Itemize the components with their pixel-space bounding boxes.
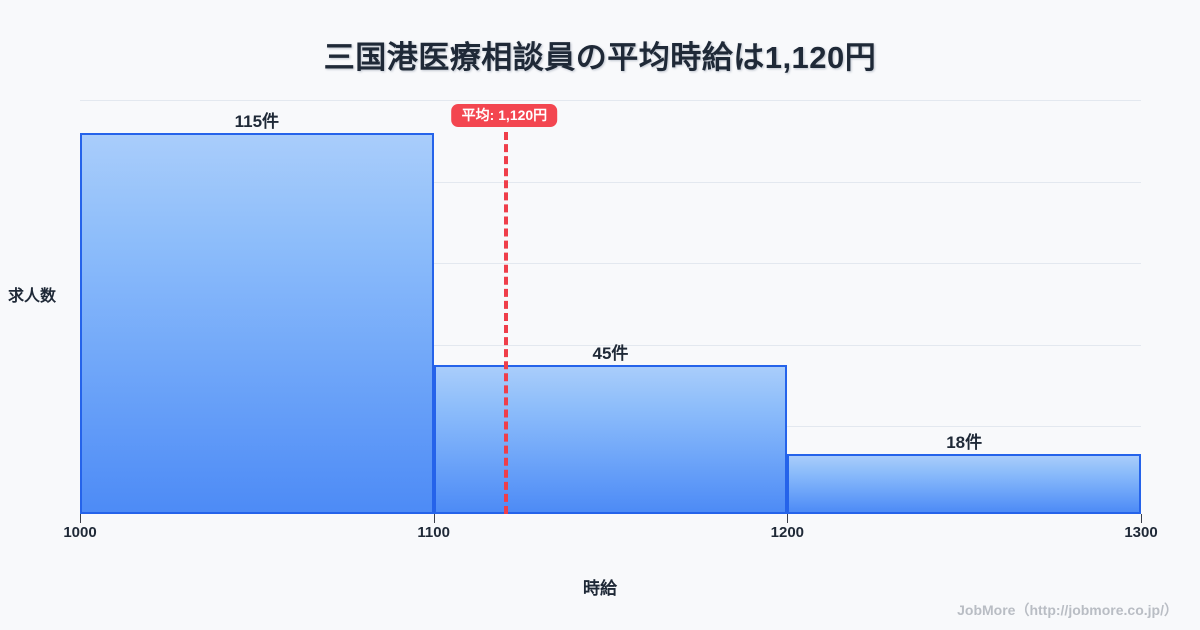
- watermark: JobMore（http://jobmore.co.jp/）: [957, 602, 1178, 618]
- bar-value-label: 115件: [234, 112, 280, 132]
- x-tick-mark: [433, 514, 435, 523]
- x-tick-label: 1300: [1124, 524, 1158, 541]
- x-tick-label: 1200: [770, 524, 805, 541]
- x-tick-label: 1000: [63, 524, 97, 541]
- x-tick-mark: [787, 514, 789, 523]
- gridline: [80, 182, 1141, 183]
- histogram-bar[interactable]: [433, 364, 788, 514]
- average-line: [504, 132, 509, 514]
- plot-area: 平均: 1,120円: [80, 100, 1141, 514]
- x-tick-mark: [80, 514, 81, 523]
- histogram-bar[interactable]: [80, 133, 434, 514]
- x-tick-mark: [1141, 514, 1142, 523]
- gridline: [80, 345, 1141, 346]
- chart-title: 三国港医療相談員の平均時給は1,120円: [323, 40, 877, 75]
- bar-value-label: 45件: [592, 343, 629, 363]
- bar-value-label: 18件: [946, 433, 983, 453]
- histogram-bar[interactable]: [787, 454, 1141, 514]
- x-axis-line: [80, 514, 1141, 515]
- gridline: [80, 100, 1141, 101]
- average-badge[interactable]: 平均: 1,120円: [451, 104, 558, 127]
- gridline: [80, 263, 1141, 264]
- x-axis-title: 時給: [583, 579, 617, 598]
- y-axis-title: 求人数: [8, 288, 57, 305]
- x-tick-label: 1100: [417, 524, 450, 541]
